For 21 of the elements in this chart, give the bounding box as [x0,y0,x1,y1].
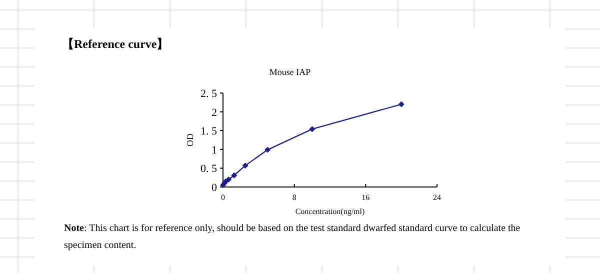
y-tick-label: 1. 5 [200,126,218,138]
y-tick-label: 2 [212,106,217,119]
chart-subtitle: Mouse IAP [269,67,311,77]
y-tick-label: 0. 5 [200,163,218,176]
point [398,101,404,108]
y-tick-label: 2. 5 [200,88,218,100]
text: 【Reference curve】 [62,37,169,51]
point [231,172,238,178]
point [242,162,248,169]
point [309,126,316,132]
x-tick-label: 0 [221,193,225,202]
x-axis-title: Concentration(ng/ml) [295,207,365,216]
point [264,146,271,153]
y-tick-label: 1 [212,144,217,156]
y-tick-label: 0 [212,182,218,194]
x-tick-label: 8 [292,193,296,202]
point [226,176,232,182]
text: Note: This chart is for reference only, should be based on the test standard dwarfed standard curve to calculate the specimen content. [64,223,521,251]
y-axis-title: OD [185,133,195,146]
x-tick-label: 16 [362,193,370,202]
x-tick-label: 24 [433,193,441,202]
